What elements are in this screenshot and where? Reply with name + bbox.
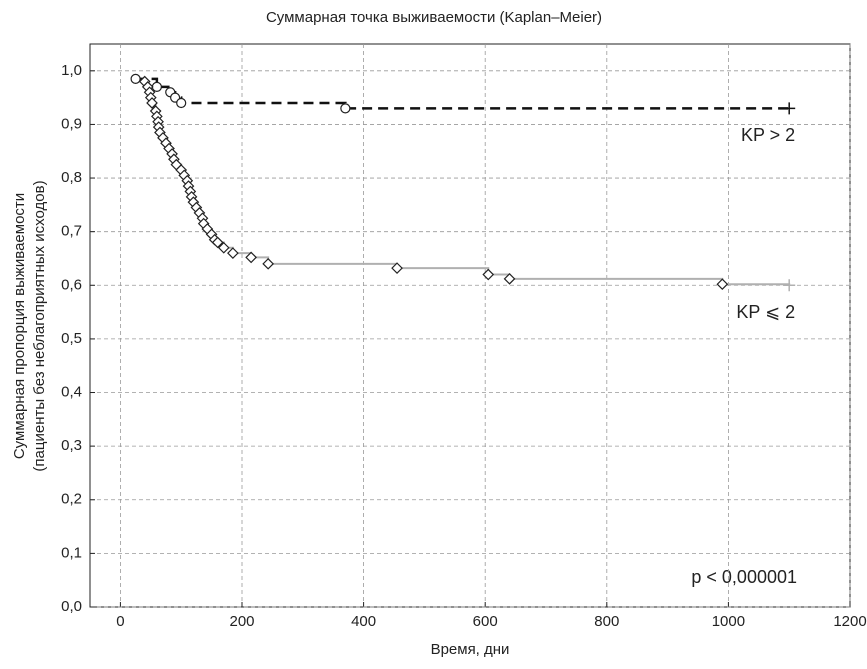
y-tick-label: 0,8 xyxy=(61,169,82,186)
x-tick-label: 0 xyxy=(116,613,124,630)
series-label: KP ⩽ 2 xyxy=(736,302,795,322)
y-axis-label: Суммарная пропорция выживаемости xyxy=(11,193,28,459)
y-tick-label: 0,6 xyxy=(61,276,82,293)
y-tick-label: 0,9 xyxy=(61,115,82,132)
x-tick-label: 1000 xyxy=(712,613,745,630)
y-tick-label: 0,2 xyxy=(61,491,82,508)
y-axis-label: (пациенты без неблагоприятных исходов) xyxy=(31,180,48,471)
censor-mark xyxy=(482,268,495,281)
censor-mark xyxy=(245,251,257,264)
censor-mark xyxy=(262,257,274,270)
censor-mark xyxy=(716,278,729,291)
censor-mark xyxy=(217,241,230,254)
censor-mark xyxy=(146,97,158,109)
x-tick-label: 400 xyxy=(351,613,376,630)
censor-end xyxy=(783,279,796,292)
survival-line xyxy=(135,77,790,110)
x-tick-label: 200 xyxy=(229,613,254,630)
censor-mark xyxy=(391,262,403,274)
plot-frame xyxy=(89,43,851,608)
y-tick-label: 0,7 xyxy=(61,223,82,240)
x-axis-label: Время, дни xyxy=(431,641,510,658)
survival-line xyxy=(144,80,791,286)
censor-mark xyxy=(227,247,239,259)
y-tick-label: 0,1 xyxy=(61,544,82,561)
y-tick-label: 1,0 xyxy=(61,62,82,79)
censor-mark xyxy=(211,236,224,249)
censor-mark xyxy=(340,103,351,114)
censor-mark xyxy=(503,273,516,285)
chart-title: Суммарная точка выживаемости (Kaplan–Mei… xyxy=(266,9,602,26)
y-tick-label: 0,0 xyxy=(61,598,82,615)
y-tick-label: 0,3 xyxy=(61,437,82,454)
y-tick-label: 0,4 xyxy=(61,383,82,400)
censor-mark xyxy=(176,97,187,109)
x-tick-label: 600 xyxy=(473,613,498,630)
p-value: p < 0,000001 xyxy=(691,567,797,587)
censor-end xyxy=(783,102,796,115)
series-label: KP > 2 xyxy=(741,125,795,145)
x-tick-label: 800 xyxy=(594,613,619,630)
x-tick-label: 1200 xyxy=(833,613,866,630)
censor-mark xyxy=(130,73,141,84)
censor-mark xyxy=(151,81,162,92)
y-tick-label: 0,5 xyxy=(61,330,82,347)
